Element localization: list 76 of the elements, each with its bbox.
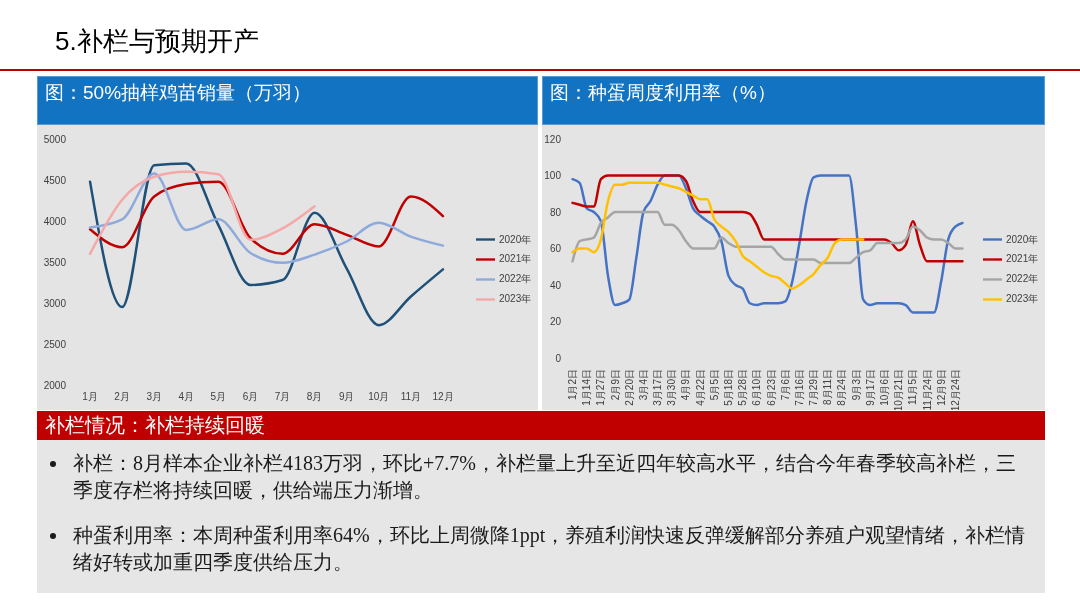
x-tick-label: 7月29日 [808,369,820,406]
x-tick-label: 5月28日 [737,369,749,406]
x-tick-label: 11月5日 [907,369,919,405]
x-tick-label: 4月22日 [694,369,706,406]
y-tick-label: 2500 [43,338,67,350]
x-tick-label: 8月 [306,391,323,403]
x-tick-label: 8月24日 [836,369,848,406]
line-series [571,181,865,290]
line-series [571,210,964,265]
x-tick-label: 5月18日 [723,369,735,406]
x-tick-label: 12月 [432,391,454,403]
x-tick-label: 4月 [178,391,195,403]
x-tick-label: 5月 [210,391,227,403]
x-tick-label: 3月30日 [666,369,678,406]
x-tick-label: 2月20日 [623,369,635,406]
x-tick-label: 6月23日 [765,369,777,406]
line-series [88,170,316,256]
y-tick-label: 4500 [43,174,67,186]
x-tick-label: 2月9日 [609,369,621,401]
text: 补栏：8月样本企业补栏4183万羽，环比+7.7%，补栏量上升至近四年较高水平，结合今年春季较高补栏，三季度存栏将持续回暖，供给端压力渐增。 [73,452,1016,501]
x-tick-label: 1月14日 [581,369,593,406]
x-tick-label: 12月9日 [935,369,947,406]
x-tick-label: 1月 [82,391,98,403]
x-tick-label: 1月27日 [595,369,607,406]
x-tick-label: 6月 [242,391,259,403]
legend-label: 2021年 [499,253,532,265]
chart-title: 图：50%抽样鸡苗销量（万羽） [45,81,312,105]
x-tick-label: 9月3日 [850,369,862,401]
x-tick-label: 3月17日 [652,369,664,406]
line-series [571,174,964,314]
line-series [88,180,445,256]
y-tick-label: 4000 [43,215,67,227]
x-tick-label: 10月21日 [893,369,905,412]
legend-label: 2021年 [1006,253,1039,265]
chart-title: 图：种蛋周度利用率（%） [550,81,776,105]
x-tick-label: 2月 [114,391,130,403]
x-tick-label: 3月 [146,391,162,403]
x-tick-label: 7月 [274,391,291,403]
x-tick-label: 6月10日 [751,369,763,406]
x-tick-label: 11月24日 [921,369,933,411]
y-tick-label: 5000 [43,133,67,145]
y-tick-label: 0 [555,352,562,364]
legend-label: 2023年 [499,293,532,305]
x-tick-label: 10月6日 [878,369,890,406]
y-tick-label: 60 [549,243,562,255]
text: 补栏情况：补栏持续回暖 [37,411,1045,440]
y-tick-label: 2000 [43,379,67,391]
x-tick-label: 8月11日 [822,369,834,405]
y-tick-label: 120 [544,133,562,145]
legend-label: 2022年 [499,273,532,285]
y-tick-label: 100 [544,170,562,182]
x-tick-label: 9月 [338,391,355,403]
x-tick-label: 7月6日 [779,369,791,401]
y-tick-label: 3000 [43,297,67,309]
x-tick-label: 3月4日 [637,369,649,401]
legend-label: 2023年 [1006,293,1039,305]
line-series [571,174,964,263]
text: 5.补栏与预期开产 [55,25,260,58]
x-tick-label: 4月9日 [680,369,692,401]
x-tick-label: 10月 [368,391,390,403]
legend-label: 2022年 [1006,273,1039,285]
x-tick-label: 11月 [400,391,422,403]
y-tick-label: 40 [549,279,562,291]
x-tick-label: 9月17日 [864,369,876,406]
legend-label: 2020年 [1006,233,1039,245]
x-tick-label: 12月24日 [949,369,961,412]
y-tick-label: 3500 [43,256,67,268]
y-tick-label: 20 [549,316,562,328]
text: 种蛋利用率：本周种蛋利用率64%，环比上周微降1ppt，养殖利润快速反弹缓解部分养殖户观望情绪，补栏情绪好转或加重四季度供给压力。 [73,524,1026,573]
x-tick-label: 1月2日 [567,369,579,401]
y-tick-label: 80 [549,206,562,218]
legend-label: 2020年 [499,233,532,245]
line-series [88,172,445,265]
line-series [88,162,445,327]
x-tick-label: 7月16日 [793,369,805,406]
x-tick-label: 5月5日 [708,369,720,401]
